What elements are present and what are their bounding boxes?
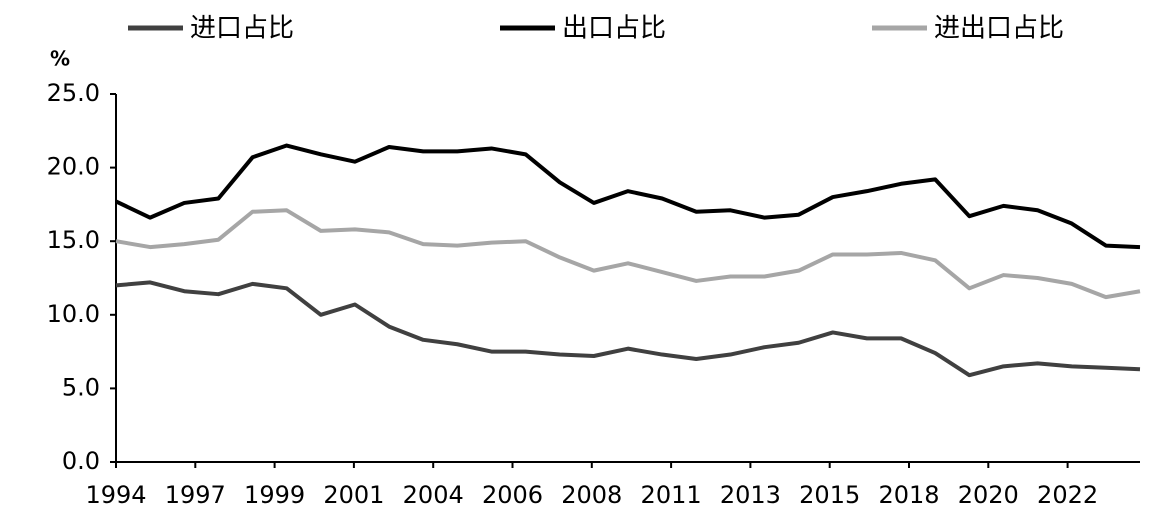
x-tick-label: 2011 xyxy=(641,481,702,509)
y-tick-label: 15.0 xyxy=(47,226,100,254)
y-tick-label: 25.0 xyxy=(47,79,100,107)
legend-label: 进口占比 xyxy=(190,14,294,44)
y-tick-label: 20.0 xyxy=(47,153,100,181)
series-line xyxy=(115,280,1141,378)
x-tick-label: 2008 xyxy=(561,481,622,509)
x-tick-label: 2022 xyxy=(1037,481,1098,509)
x-tick-label: 2006 xyxy=(482,481,543,509)
series-line xyxy=(115,143,1141,250)
x-tick-label: 1997 xyxy=(165,481,226,509)
y-tick-label: 10.0 xyxy=(47,300,100,328)
y-tick-label: 0.0 xyxy=(62,447,100,475)
y-unit: % xyxy=(50,47,70,71)
x-tick-label: 2018 xyxy=(878,481,939,509)
x-tick-label: 2004 xyxy=(403,481,464,509)
x-tick-label: 1994 xyxy=(85,481,146,509)
legend-label: 进出口占比 xyxy=(934,14,1064,44)
x-tick-label: 2001 xyxy=(323,481,384,509)
x-tick-label: 2020 xyxy=(958,481,1019,509)
series-line xyxy=(115,208,1141,300)
x-tick-label: 1999 xyxy=(244,481,305,509)
x-tick-label: 2015 xyxy=(799,481,860,509)
x-tick-label: 2013 xyxy=(720,481,781,509)
y-tick-label: 5.0 xyxy=(62,373,100,401)
legend-label: 出口占比 xyxy=(562,14,666,44)
